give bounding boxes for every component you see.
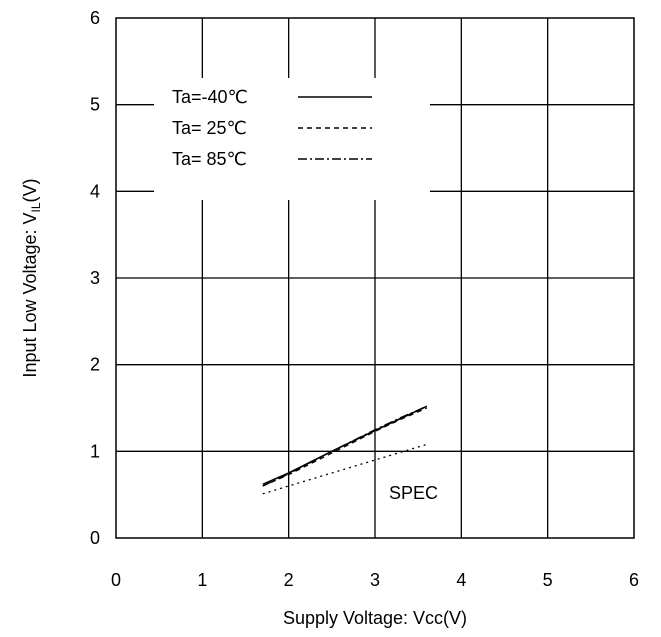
y-tick-label: 1 bbox=[90, 441, 100, 461]
spec-annotation: SPEC bbox=[389, 483, 438, 503]
x-tick-label: 1 bbox=[197, 570, 207, 590]
x-tick-labels: 0 1 2 3 4 5 6 bbox=[111, 570, 639, 590]
x-tick-label: 3 bbox=[370, 570, 380, 590]
y-tick-label: 4 bbox=[90, 181, 100, 201]
y-tick-labels: 0 1 2 3 4 5 6 bbox=[90, 8, 100, 548]
x-tick-label: 0 bbox=[111, 570, 121, 590]
series-line bbox=[262, 405, 428, 486]
y-axis-label: Input Low Voltage: VIL(V) bbox=[20, 178, 43, 377]
series-line bbox=[262, 405, 428, 487]
series-layer bbox=[262, 405, 428, 495]
legend-label: Ta= 25℃ bbox=[172, 118, 247, 138]
legend-box bbox=[154, 78, 430, 200]
x-tick-label: 2 bbox=[284, 570, 294, 590]
y-axis-label-main: Input Low Voltage: V bbox=[20, 212, 40, 377]
legend-label: Ta= 85℃ bbox=[172, 149, 247, 169]
x-tick-label: 4 bbox=[456, 570, 466, 590]
plot-frame bbox=[115, 17, 635, 539]
series-line bbox=[262, 407, 428, 487]
x-tick-label: 5 bbox=[543, 570, 553, 590]
x-axis-label: Supply Voltage: Vcc(V) bbox=[283, 608, 467, 628]
y-tick-label: 5 bbox=[90, 95, 100, 115]
y-axis-label-unit: (V) bbox=[20, 178, 40, 202]
y-tick-label: 0 bbox=[90, 528, 100, 548]
x-tick-label: 6 bbox=[629, 570, 639, 590]
y-axis-label-subscript: IL bbox=[29, 202, 43, 212]
legend: Ta=-40℃ Ta= 25℃ Ta= 85℃ bbox=[154, 78, 430, 200]
y-tick-label: 3 bbox=[90, 268, 100, 288]
y-tick-label: 6 bbox=[90, 8, 100, 28]
y-tick-label: 2 bbox=[90, 355, 100, 375]
legend-label: Ta=-40℃ bbox=[172, 87, 248, 107]
